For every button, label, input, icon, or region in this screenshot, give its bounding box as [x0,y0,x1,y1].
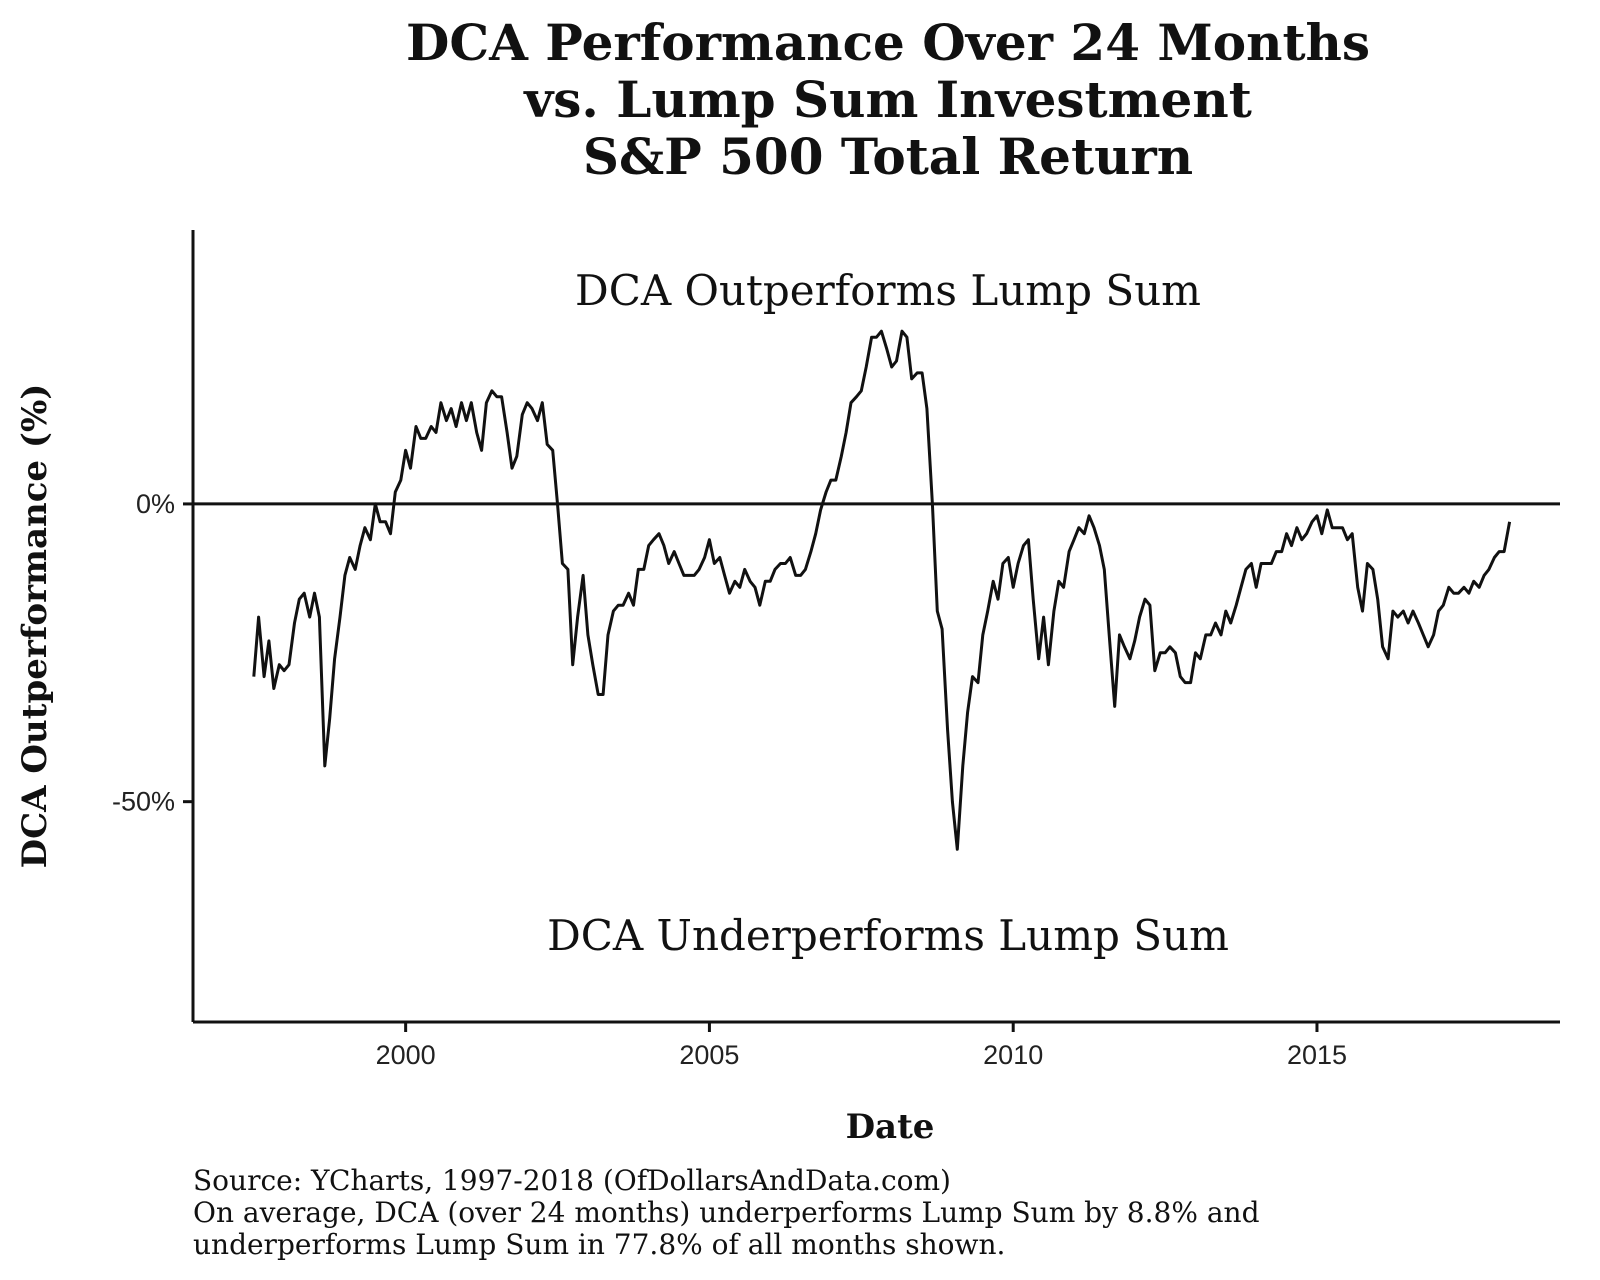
chart-title-line-2: vs. Lump Sum Investment [523,70,1252,129]
note-caption-line-1: On average, DCA (over 24 months) underpe… [193,1196,1260,1229]
chart-title-line-1: DCA Performance Over 24 Months [406,13,1370,72]
y-tick-label: -50% [112,787,175,817]
y-tick-label: 0% [136,489,175,519]
y-axis-title: DCA Outperformance (%) [15,384,55,869]
annotation-outperforms: DCA Outperforms Lump Sum [575,266,1201,315]
annotation-underperforms: DCA Underperforms Lump Sum [547,911,1229,960]
source-caption: Source: YCharts, 1997-2018 (OfDollarsAnd… [193,1164,951,1197]
y-axis-ticks: 0% -50% [112,489,193,817]
x-axis-ticks: 2000 2005 2010 2015 [376,1022,1347,1070]
series-line-dca-outperformance [252,329,1512,851]
x-tick-label: 2010 [983,1040,1043,1070]
x-tick-label: 2000 [376,1040,436,1070]
note-caption-line-2: underperforms Lump Sum in 77.8% of all m… [193,1228,1005,1261]
x-axis-title: Date [846,1107,935,1147]
chart-title-line-3: S&P 500 Total Return [583,127,1193,186]
x-tick-label: 2015 [1287,1040,1347,1070]
x-tick-label: 2005 [679,1040,739,1070]
